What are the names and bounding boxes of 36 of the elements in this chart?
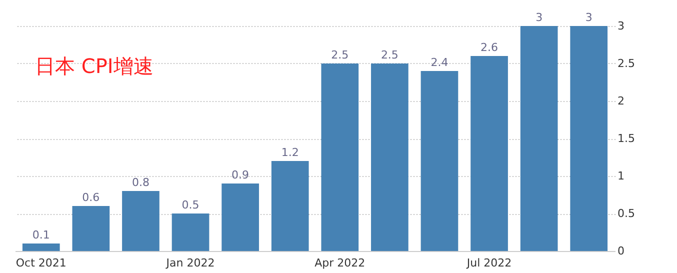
x-tick-label: Apr 2022: [314, 256, 366, 270]
y-tick-label: 3: [618, 20, 624, 32]
y-tick-label: 2: [618, 94, 624, 108]
x-tick-label: Oct 2021: [16, 256, 66, 270]
data-label: 2.6: [480, 41, 498, 54]
bar: [371, 64, 408, 251]
data-label: 0.8: [132, 176, 150, 189]
bar: [420, 71, 458, 251]
bar: [122, 191, 160, 251]
data-label: 2.5: [380, 48, 398, 62]
text: 日本 CPI增速: [35, 54, 154, 78]
bar: [470, 56, 508, 251]
y-tick-label: 2.5: [618, 57, 635, 70]
x-tick-label: Jan 2022: [165, 256, 215, 270]
data-label: 0.9: [232, 168, 250, 182]
y-tick-label: 0: [618, 244, 624, 258]
data-label: 0.6: [82, 191, 100, 204]
data-label: 1.2: [281, 146, 299, 159]
data-label: 0.5: [182, 198, 200, 212]
bar: [520, 26, 558, 251]
bar: [72, 206, 110, 251]
x-tick-label: Jul 2022: [466, 256, 512, 270]
y-tick-label: 0.5: [618, 207, 635, 220]
bar: [570, 26, 608, 251]
bar: [222, 184, 259, 251]
y-tick-label: 1.5: [618, 132, 635, 145]
data-label: 2.5: [331, 48, 349, 62]
data-label: 2.4: [430, 56, 448, 69]
y-tick-label: 1: [618, 170, 624, 182]
data-label: 3: [585, 11, 592, 24]
bar: [271, 161, 309, 251]
data-label: 0.1: [32, 228, 50, 242]
data-label: 3: [536, 11, 543, 24]
bar: [321, 64, 359, 251]
bar: [22, 244, 60, 251]
bar: [172, 214, 210, 251]
